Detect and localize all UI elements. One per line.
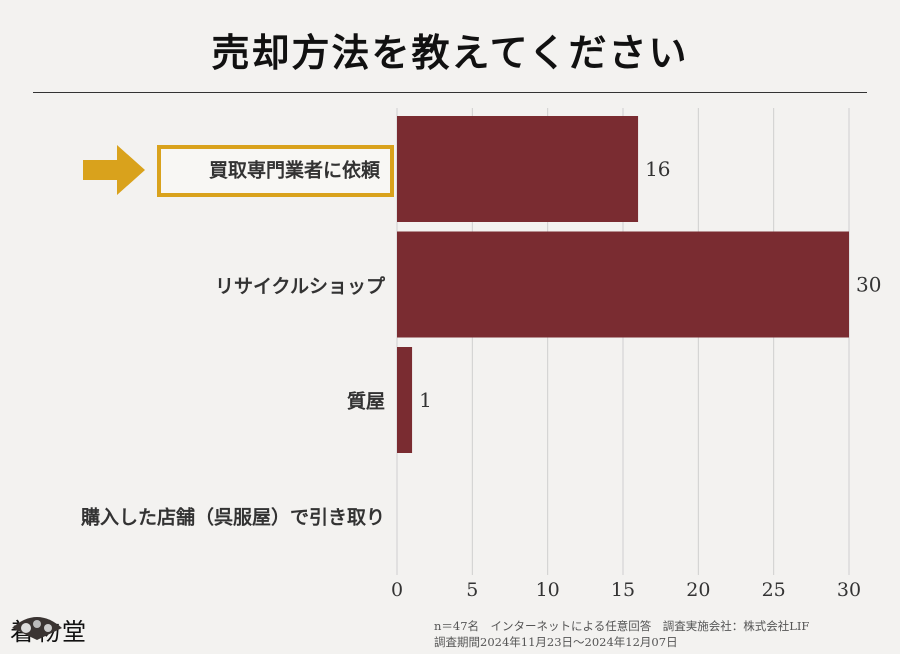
category-label: 買取専門業者に依頼 [208, 159, 380, 182]
category-label: リサイクルショップ [214, 275, 385, 297]
data-label: 1 [419, 388, 432, 412]
bar [397, 231, 849, 338]
x-tick-label: 25 [762, 579, 786, 601]
x-tick-label: 20 [686, 579, 710, 601]
x-tick-label: 5 [466, 579, 478, 601]
title-divider [33, 92, 867, 93]
x-tick-label: 0 [391, 579, 403, 601]
fan-logo-icon [12, 617, 62, 640]
bar [397, 347, 413, 453]
x-tick-label: 15 [611, 579, 635, 601]
x-tick-label: 30 [837, 579, 861, 601]
highlight-box [157, 145, 394, 197]
footnote: n＝47名 インターネットによる任意回答 調査実施会社：株式会社LIF 調査期間… [434, 618, 809, 650]
logo: 着物堂 [10, 612, 88, 647]
category-label: 質屋 [346, 390, 385, 413]
data-label: 30 [856, 273, 881, 297]
footnote-line: n＝47名 インターネットによる任意回答 調査実施会社：株式会社LIF [434, 619, 810, 633]
chart-title: 売却方法を教えてください [211, 30, 689, 75]
category-label: 購入した店舗（呉服屋）で引き取り [80, 506, 385, 528]
x-tick-label: 10 [536, 579, 560, 601]
footnote-line: 調査期間2024年11月23日～2024年12月07日 [434, 635, 678, 649]
bar [397, 116, 639, 222]
arrow-right-icon [83, 145, 145, 195]
data-label: 16 [645, 157, 670, 181]
